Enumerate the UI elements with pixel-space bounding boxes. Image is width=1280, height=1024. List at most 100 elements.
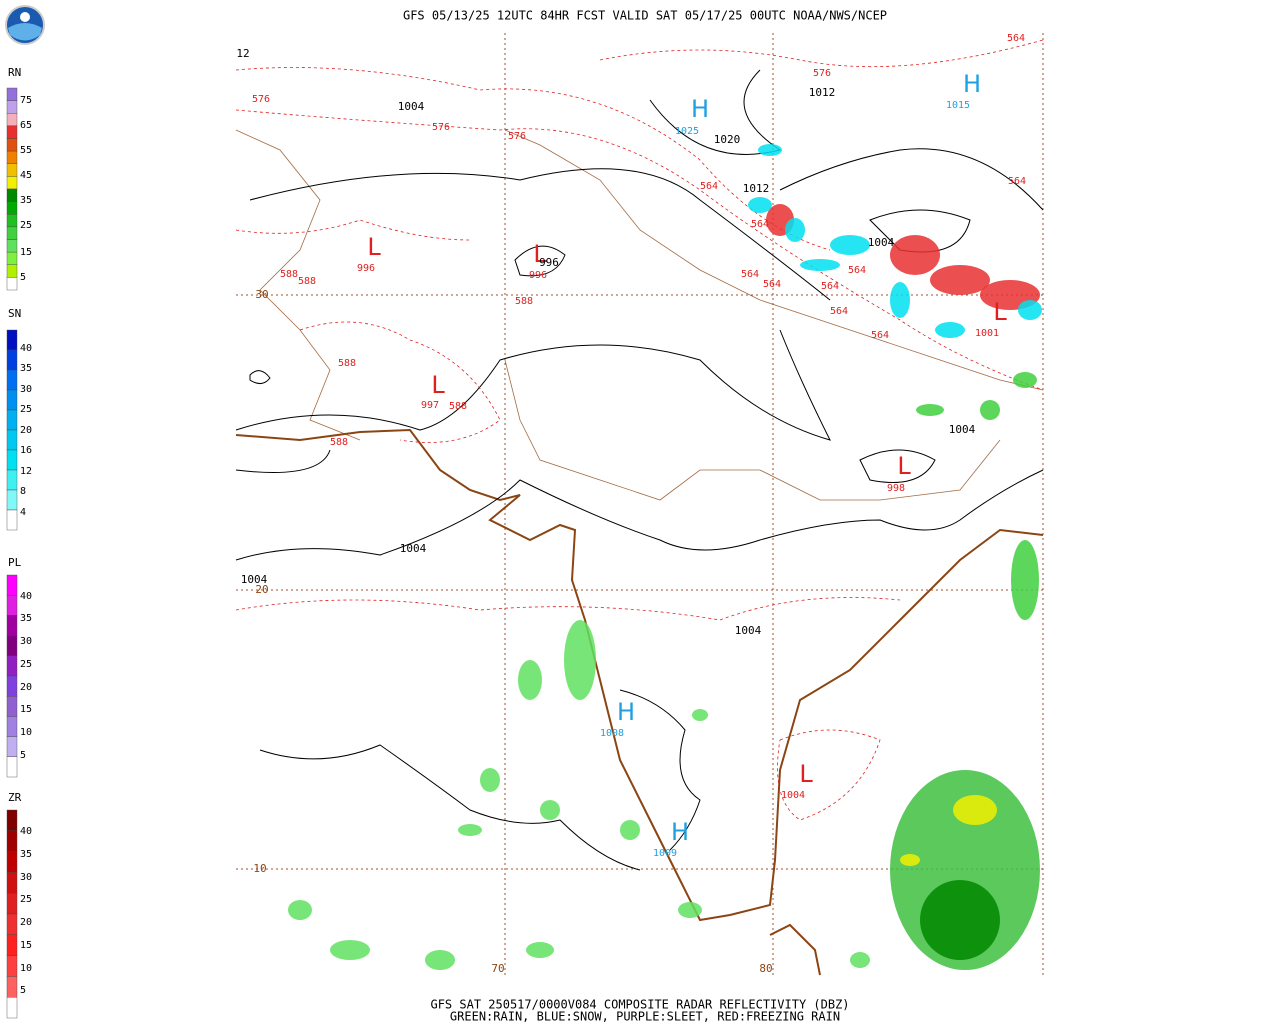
thickness-label: 564 <box>751 219 769 230</box>
precip-area <box>920 880 1000 960</box>
high-symbol: H <box>963 70 981 98</box>
legend-tick-label: 55 <box>20 145 32 156</box>
legend-tick-label: 30 <box>20 636 32 647</box>
precip-area <box>890 282 910 318</box>
legend-tick-label: 40 <box>20 826 32 837</box>
legend-swatch <box>6 369 18 391</box>
footer: GFS SAT 250517/0000V084 COMPOSITE RADAR … <box>430 998 849 1012</box>
legend-swatch <box>6 716 18 737</box>
low-symbol: L <box>799 760 813 788</box>
legend-tick-label: 15 <box>20 704 32 715</box>
precip-area <box>518 660 542 700</box>
precip-area <box>480 768 500 792</box>
legend-swatch <box>6 469 18 491</box>
longitude-label: 70 <box>491 962 504 975</box>
legend-tick-label: 40 <box>20 343 32 354</box>
high-pressure-value: 1015 <box>946 100 970 111</box>
latitude-label: 10 <box>253 862 266 875</box>
legend-swatch <box>6 449 18 471</box>
precip-area <box>692 709 708 721</box>
legend-tick-label: 12 <box>20 466 32 477</box>
precip-area <box>1013 372 1037 388</box>
low-symbol: L <box>431 371 445 399</box>
thickness-label: 576 <box>432 122 450 133</box>
high-symbol: H <box>617 698 635 726</box>
legend-swatch <box>6 997 18 1019</box>
legend-title: ZR <box>8 791 22 804</box>
legend-swatch <box>6 809 18 831</box>
precip-area <box>916 404 944 416</box>
legend-swatch <box>6 138 18 152</box>
precip-area <box>935 322 965 338</box>
legend-tick-label: 5 <box>20 272 26 283</box>
high-pressure-value: 1025 <box>675 126 699 137</box>
legend-swatch <box>6 188 18 202</box>
thickness-label: 564 <box>700 181 718 192</box>
legend-swatch <box>6 736 18 757</box>
thickness-label: 588 <box>298 276 316 287</box>
isobar-label: 1004 <box>735 624 762 637</box>
legend-tick-label: 40 <box>20 591 32 602</box>
legend-tick-label: 8 <box>20 486 26 497</box>
low-pressure-value: 1001 <box>975 328 999 339</box>
low-pressure-value: 997 <box>421 400 439 411</box>
legend-swatch <box>6 113 18 127</box>
legend-tick-label: 30 <box>20 872 32 883</box>
legend-tick-label: 16 <box>20 445 32 456</box>
legend-tick-label: 4 <box>20 507 26 518</box>
legend-swatch <box>6 756 18 778</box>
thickness-label: 576 <box>252 94 270 105</box>
legend-swatch <box>6 655 18 677</box>
legend-tick-label: 25 <box>20 894 32 905</box>
legend-swatch <box>6 830 18 852</box>
thickness-label: 564 <box>848 265 866 276</box>
legend-swatch <box>6 696 18 717</box>
isobar-label: 1004 <box>398 100 425 113</box>
legend-swatch <box>6 264 18 278</box>
longitude-label: 80 <box>759 962 772 975</box>
precip-area <box>678 902 702 918</box>
legend-tick-label: 35 <box>20 849 32 860</box>
precip-area <box>800 259 840 271</box>
legend-swatch <box>6 675 18 697</box>
legend-swatch <box>6 893 18 915</box>
latitude-label: 30 <box>255 288 268 301</box>
legend-swatch <box>6 125 18 139</box>
thickness-label: 576 <box>508 131 526 142</box>
legend-tick-label: 65 <box>20 120 32 131</box>
legend-swatch <box>6 574 18 596</box>
legend-swatch <box>6 329 18 351</box>
low-symbol: L <box>533 240 547 268</box>
precip-area <box>288 900 312 920</box>
thickness-label: 564 <box>741 269 759 280</box>
legend-swatch <box>6 955 18 977</box>
low-symbol: L <box>367 233 381 261</box>
precip-area <box>900 854 920 866</box>
precip-area <box>953 795 997 825</box>
thickness-label: 588 <box>330 437 348 448</box>
legend-swatch <box>6 277 18 291</box>
thickness-label: 576 <box>813 68 831 79</box>
legend-swatch <box>6 251 18 265</box>
precip-area <box>540 800 560 820</box>
precip-area <box>330 940 370 960</box>
legend-tick-label: 20 <box>20 682 32 693</box>
precip-area <box>850 952 870 968</box>
legend-swatch <box>6 976 18 998</box>
legend-swatch <box>6 615 18 636</box>
precip-area <box>526 942 554 958</box>
legend-swatch <box>6 150 18 164</box>
legend-tick-label: 20 <box>20 917 32 928</box>
legend-swatch <box>6 163 18 177</box>
isobar-label: 1012 <box>809 86 836 99</box>
high-symbol: H <box>671 818 689 846</box>
low-pressure-value: 998 <box>887 483 905 494</box>
legend-tick-label: 25 <box>20 220 32 231</box>
legend-swatch <box>6 239 18 253</box>
isobar-label: 1004 <box>241 573 268 586</box>
isobar-label: 12 <box>236 47 249 60</box>
legend-tick-label: 35 <box>20 195 32 206</box>
precip-area <box>830 235 870 255</box>
legend-title: RN <box>8 66 21 79</box>
